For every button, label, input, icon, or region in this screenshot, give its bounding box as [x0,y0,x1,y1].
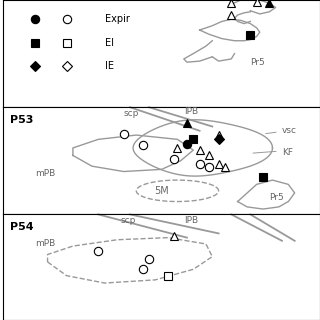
Text: Expir: Expir [105,14,130,24]
Text: P53: P53 [10,115,33,125]
Text: mPB: mPB [35,239,55,248]
Text: P54: P54 [10,222,33,232]
Text: lPB: lPB [184,107,198,116]
Text: scp: scp [120,216,136,225]
Text: 5M: 5M [154,186,169,196]
Text: Pr5: Pr5 [269,193,284,202]
Text: scp: scp [124,109,139,118]
Text: KF: KF [282,148,293,157]
Text: lPB: lPB [184,216,198,225]
Text: EI: EI [105,38,114,48]
Text: Pr5: Pr5 [250,58,265,67]
Text: vsc: vsc [282,126,297,135]
Text: mPB: mPB [35,169,55,178]
Text: IE: IE [105,61,114,71]
